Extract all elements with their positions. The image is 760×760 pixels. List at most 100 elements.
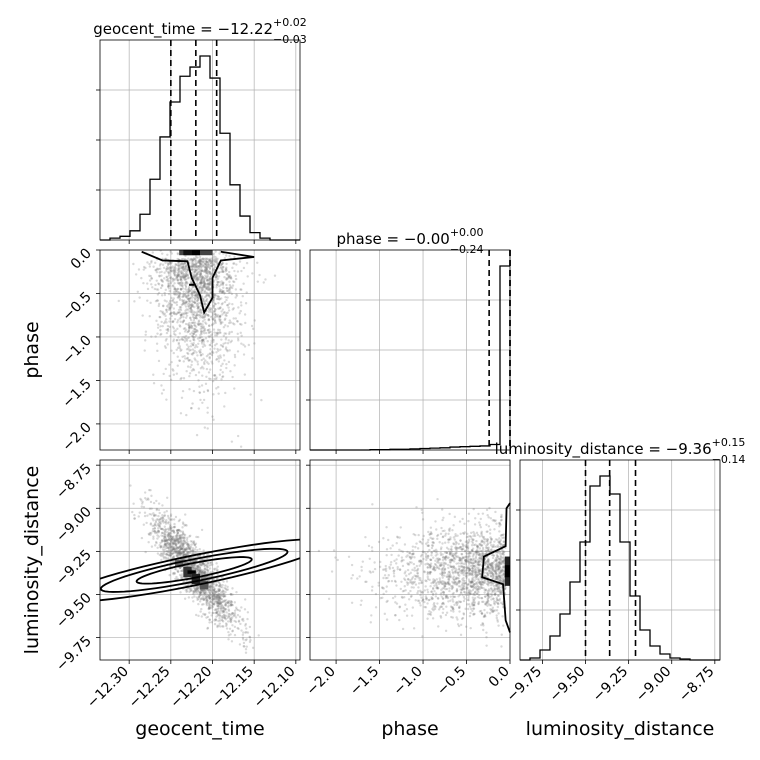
scatter-point: [177, 546, 180, 549]
scatter-point: [222, 595, 225, 598]
scatter-point: [171, 298, 175, 302]
scatter-point: [262, 672, 264, 674]
scatter-point: [223, 586, 226, 590]
scatter-point: [207, 377, 211, 380]
scatter-point: [189, 316, 192, 319]
scatter-point: [207, 288, 211, 291]
scatter-point: [197, 306, 200, 309]
scatter-point: [201, 401, 204, 404]
scatter-point: [171, 545, 174, 549]
scatter-point: [211, 313, 215, 316]
scatter-point: [204, 276, 207, 279]
scatter-point: [155, 524, 158, 527]
scatter-point: [227, 615, 230, 618]
scatter-point: [221, 290, 224, 293]
scatter-point: [190, 407, 193, 410]
scatter-point: [171, 320, 175, 324]
scatter-point: [213, 302, 217, 306]
scatter-point: [216, 283, 219, 286]
scatter-point: [231, 266, 234, 270]
scatter-point: [177, 541, 180, 545]
scatter-point: [170, 252, 173, 255]
scatter-point: [184, 293, 187, 297]
x-tick-label: −9.50: [547, 664, 589, 706]
scatter-point: [219, 266, 222, 270]
scatter-point: [211, 585, 214, 588]
scatter-point: [173, 526, 176, 529]
scatter-point: [231, 308, 235, 311]
scatter-point: [202, 258, 206, 261]
scatter-point: [202, 257, 205, 260]
scatter-point: [205, 286, 208, 290]
scatter-point: [428, 578, 431, 582]
scatter-point: [447, 541, 450, 544]
scatter-point: [445, 551, 449, 555]
scatter-point: [170, 546, 173, 549]
scatter-point: [179, 547, 182, 551]
scatter-point: [204, 266, 208, 269]
scatter-point: [200, 607, 203, 611]
scatter-point: [212, 301, 216, 304]
scatter-point: [502, 624, 505, 627]
scatter-point: [199, 266, 202, 269]
scatter-point: [213, 331, 216, 334]
scatter-point: [186, 551, 189, 555]
scatter-point: [208, 282, 211, 285]
scatter-point: [242, 353, 246, 356]
scatter-point: [158, 511, 161, 515]
scatter-point: [161, 516, 164, 520]
scatter-phase-luminosity_distance: [317, 497, 510, 648]
scatter-point: [212, 588, 216, 592]
scatter-point: [180, 547, 183, 550]
scatter-point: [209, 584, 212, 588]
scatter-point: [253, 342, 256, 345]
scatter-point: [207, 310, 211, 313]
scatter-point: [165, 308, 168, 311]
scatter-point: [171, 265, 174, 268]
scatter-point: [197, 296, 200, 299]
scatter-point: [225, 599, 228, 602]
scatter-point: [202, 283, 206, 287]
scatter-point: [177, 264, 181, 267]
scatter-point: [201, 281, 204, 285]
scatter-point: [238, 260, 242, 263]
scatter-point: [234, 288, 238, 291]
scatter-point: [142, 281, 145, 285]
scatter-point: [171, 299, 174, 303]
scatter-point: [175, 372, 179, 375]
scatter-point: [183, 335, 186, 339]
scatter-point: [198, 349, 201, 353]
scatter-point: [193, 543, 197, 547]
scatter-point: [169, 539, 173, 542]
scatter-point: [176, 287, 179, 291]
scatter-point: [216, 257, 219, 261]
scatter-point: [175, 545, 178, 548]
scatter-point: [206, 389, 209, 392]
scatter-point: [230, 603, 233, 607]
scatter-point: [172, 268, 175, 271]
scatter-point: [164, 522, 168, 525]
scatter-point: [196, 587, 199, 590]
scatter-point: [229, 604, 233, 607]
scatter-point: [148, 274, 151, 278]
scatter-point: [336, 558, 339, 562]
scatter-point: [225, 623, 228, 626]
scatter-point: [188, 307, 191, 310]
scatter-point: [157, 502, 161, 505]
scatter-point: [213, 263, 216, 267]
scatter-point: [166, 328, 170, 331]
scatter-point: [181, 553, 185, 557]
scatter-point: [222, 334, 226, 337]
scatter-point: [204, 337, 208, 340]
scatter-point: [176, 281, 180, 285]
scatter-point: [190, 265, 193, 268]
scatter-point: [158, 520, 161, 523]
scatter-point: [207, 371, 211, 374]
scatter-point: [199, 309, 203, 312]
scatter-point: [181, 267, 185, 271]
scatter-point: [192, 566, 195, 569]
scatter-point: [213, 600, 217, 604]
scatter-point: [208, 296, 212, 299]
scatter-point: [403, 609, 406, 613]
scatter-point: [172, 327, 176, 330]
